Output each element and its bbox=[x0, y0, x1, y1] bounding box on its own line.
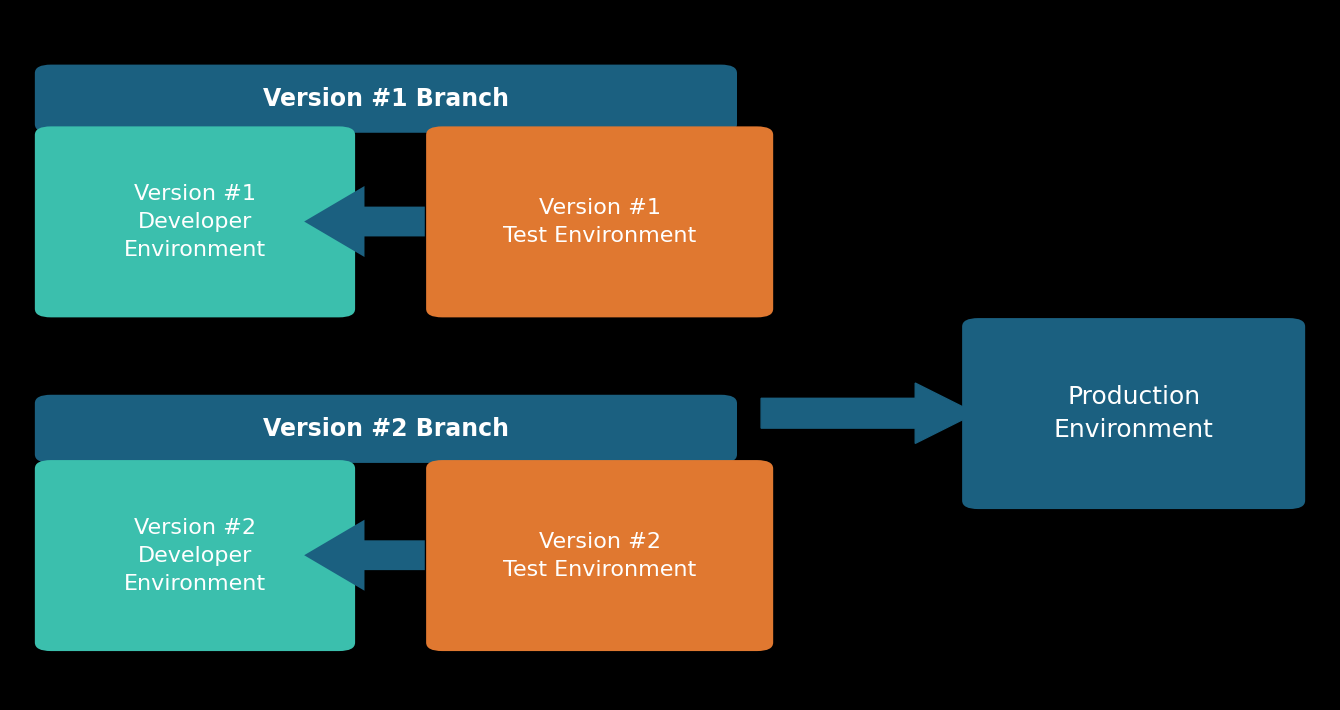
FancyBboxPatch shape bbox=[426, 126, 773, 317]
FancyBboxPatch shape bbox=[962, 318, 1305, 509]
Polygon shape bbox=[304, 186, 425, 257]
Text: Production
Environment: Production Environment bbox=[1053, 385, 1214, 442]
FancyBboxPatch shape bbox=[35, 460, 355, 651]
Text: Version #1 Branch: Version #1 Branch bbox=[263, 87, 509, 111]
FancyBboxPatch shape bbox=[35, 126, 355, 317]
FancyBboxPatch shape bbox=[426, 460, 773, 651]
Text: Version #2 Branch: Version #2 Branch bbox=[263, 417, 509, 441]
FancyBboxPatch shape bbox=[35, 395, 737, 463]
FancyBboxPatch shape bbox=[35, 65, 737, 133]
FancyArrow shape bbox=[761, 383, 976, 443]
Text: Version #1
Developer
Environment: Version #1 Developer Environment bbox=[123, 184, 267, 260]
Text: Version #1
Test Environment: Version #1 Test Environment bbox=[502, 198, 697, 246]
Text: Version #2
Test Environment: Version #2 Test Environment bbox=[502, 532, 697, 579]
Polygon shape bbox=[304, 520, 425, 591]
Text: Version #2
Developer
Environment: Version #2 Developer Environment bbox=[123, 518, 267, 594]
